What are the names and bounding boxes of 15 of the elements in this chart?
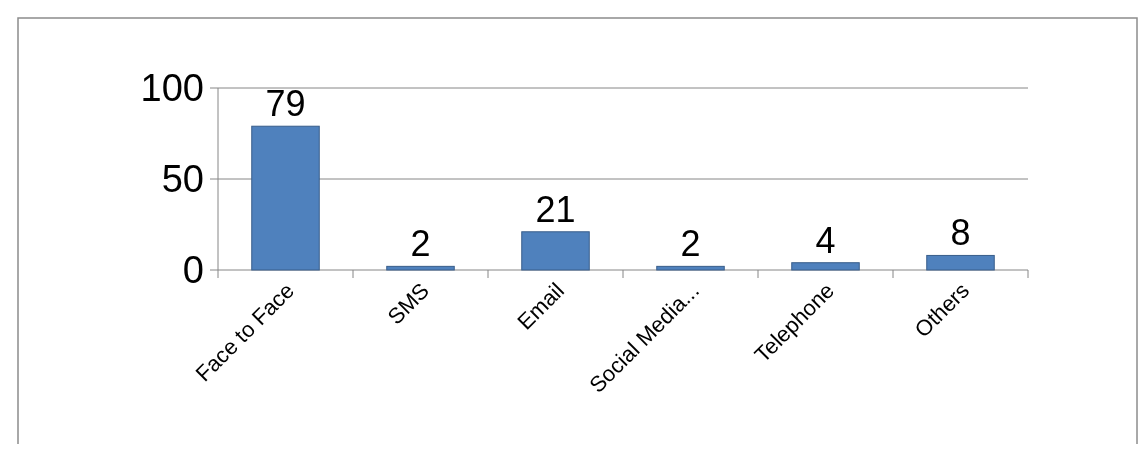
bar	[251, 125, 320, 271]
bar	[656, 265, 725, 271]
bar	[386, 265, 455, 271]
data-label: 2	[410, 223, 431, 265]
bar	[521, 231, 590, 271]
data-label: 79	[265, 83, 306, 125]
data-label: 2	[680, 223, 701, 265]
y-tick-label: 100	[140, 67, 204, 110]
data-label: 21	[535, 188, 576, 230]
bar	[926, 254, 995, 271]
y-tick-label: 50	[161, 158, 204, 201]
data-label: 8	[950, 212, 971, 254]
bar	[791, 262, 860, 271]
y-tick-label: 0	[182, 249, 204, 292]
data-label: 4	[815, 219, 836, 261]
